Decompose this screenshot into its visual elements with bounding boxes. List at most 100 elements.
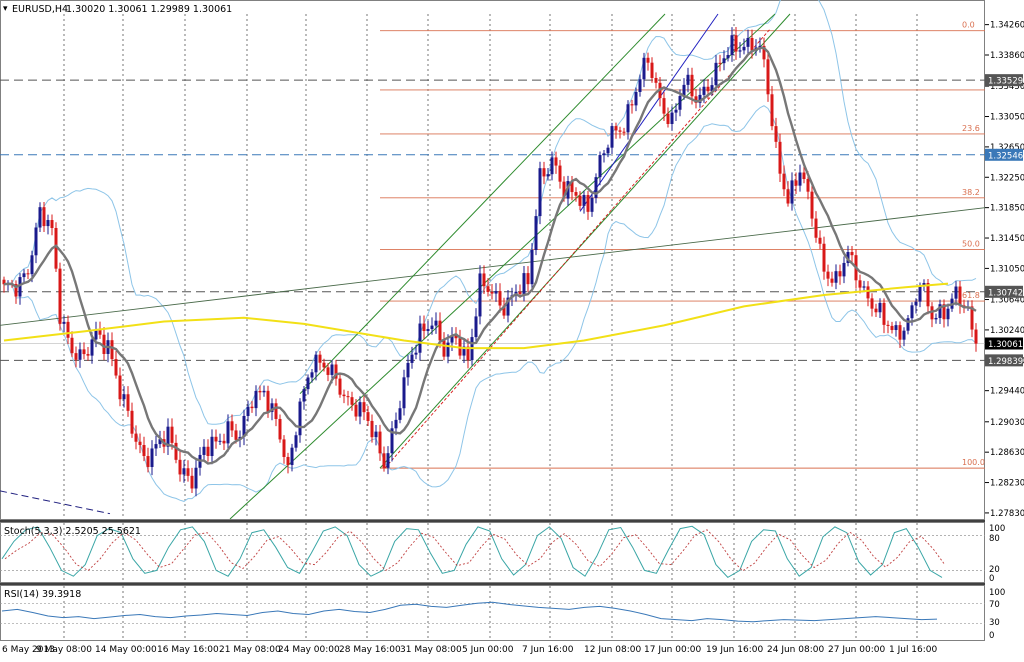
- candle: [946, 303, 950, 327]
- candle: [102, 327, 106, 361]
- candle: [254, 385, 258, 417]
- rsi-title: RSI(14) 39.3918: [4, 589, 81, 600]
- candle: [38, 202, 42, 233]
- candle: [258, 385, 262, 401]
- symbol-triangle-icon[interactable]: ▾: [3, 4, 8, 14]
- time-axis-label: 5 Jun 00:00: [462, 645, 514, 655]
- candle: [942, 299, 946, 328]
- price-marker-box: [985, 148, 1023, 161]
- time-axis-label: 9 May 08:00: [36, 645, 92, 655]
- trendline-blue[interactable]: [579, 13, 719, 212]
- candle: [474, 308, 478, 342]
- candle: [938, 299, 942, 324]
- price-marker-label: 1.32546: [988, 151, 1023, 161]
- candle: [694, 89, 698, 109]
- stochastic-panel[interactable]: [0, 522, 985, 583]
- candle: [626, 100, 630, 140]
- candle: [718, 54, 722, 72]
- candle: [446, 334, 450, 364]
- candle: [810, 184, 814, 227]
- candle: [734, 27, 738, 60]
- candle: [858, 274, 862, 294]
- rsi-panel[interactable]: [0, 585, 985, 641]
- candle: [114, 351, 118, 379]
- stoch-axis-80: 80: [989, 534, 1000, 544]
- candle: [554, 151, 558, 174]
- price-panel[interactable]: [0, 0, 985, 520]
- candle: [898, 321, 902, 349]
- candle: [178, 451, 182, 482]
- candle: [170, 418, 174, 450]
- price-axis-tick: 1.32250: [990, 173, 1024, 183]
- candle: [590, 193, 594, 217]
- candle: [766, 51, 770, 102]
- candle: [958, 280, 962, 314]
- candle: [526, 266, 530, 293]
- candle: [230, 414, 234, 437]
- candle: [358, 396, 362, 425]
- candle: [386, 446, 390, 475]
- candle: [346, 390, 350, 406]
- candle: [602, 150, 606, 163]
- price-axis-tick: 1.34260: [990, 21, 1024, 31]
- candle: [614, 122, 618, 139]
- candle: [822, 236, 826, 280]
- rsi-axis-30: 30: [989, 618, 1000, 628]
- price-axis-tick: 1.33450: [990, 82, 1024, 92]
- channel-line[interactable]: [299, 13, 666, 395]
- candle: [70, 331, 74, 358]
- time-axis-label: 7 Jun 16:00: [522, 645, 574, 655]
- candle: [486, 278, 490, 297]
- time-axis-label: 17 Jun 00:00: [644, 645, 701, 655]
- trendline-long[interactable]: [0, 207, 986, 326]
- candle: [382, 446, 386, 472]
- candle: [794, 172, 798, 194]
- time-axis-label: 6 May 2013: [2, 645, 55, 655]
- candle: [774, 117, 778, 149]
- time-axis-label: 14 May 00:00: [95, 645, 157, 655]
- time-axis-label: 27 Jun 00:00: [828, 645, 885, 655]
- candle: [498, 283, 502, 313]
- candle: [482, 265, 486, 295]
- candle: [142, 436, 146, 462]
- candle: [118, 367, 122, 407]
- candle: [490, 283, 494, 300]
- candle: [914, 298, 918, 314]
- candle: [722, 50, 726, 71]
- candle: [214, 429, 218, 449]
- channel-line[interactable]: [379, 13, 791, 469]
- candle: [354, 399, 358, 421]
- candle: [430, 317, 434, 335]
- candle: [714, 55, 718, 92]
- candle: [594, 173, 598, 204]
- candle: [210, 429, 214, 465]
- candle: [362, 396, 366, 421]
- time-axis-label: 19 Jun 16:00: [706, 645, 763, 655]
- candle: [18, 273, 22, 305]
- candle: [790, 172, 794, 211]
- candle: [558, 159, 562, 189]
- trendline-dashed[interactable]: [0, 490, 111, 515]
- price-marker-box: [985, 74, 1023, 87]
- candle: [494, 283, 498, 302]
- candle: [402, 369, 406, 416]
- fib-level-label: 61.8: [962, 291, 980, 300]
- candle: [74, 346, 78, 368]
- candle: [578, 191, 582, 211]
- candle: [530, 243, 534, 290]
- candle: [654, 72, 658, 89]
- candle: [674, 103, 678, 121]
- price-axis-tick: 1.28630: [990, 448, 1024, 458]
- price-axis-tick: 1.31850: [990, 204, 1024, 214]
- candle: [506, 290, 510, 323]
- trendline-red-dotted[interactable]: [384, 28, 771, 469]
- price-axis-tick: 1.33050: [990, 113, 1024, 123]
- candle: [78, 342, 82, 368]
- candle: [550, 151, 554, 181]
- candle: [310, 368, 314, 383]
- candle: [666, 107, 670, 128]
- candle: [802, 164, 806, 184]
- candle: [302, 385, 306, 410]
